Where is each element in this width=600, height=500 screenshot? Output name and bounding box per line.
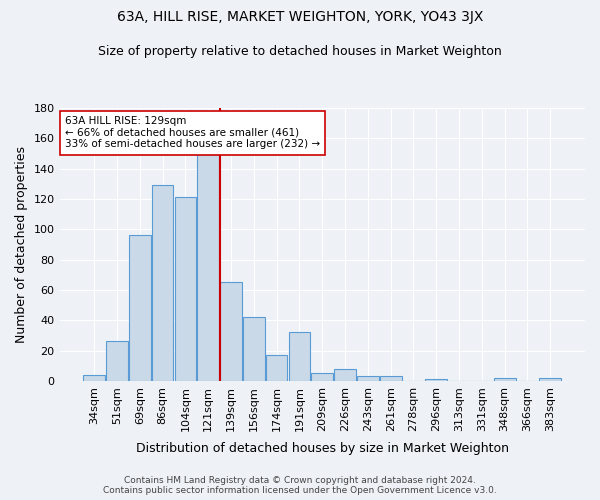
Bar <box>539 378 561 381</box>
Bar <box>129 236 151 381</box>
Text: 63A, HILL RISE, MARKET WEIGHTON, YORK, YO43 3JX: 63A, HILL RISE, MARKET WEIGHTON, YORK, Y… <box>117 10 483 24</box>
Bar <box>197 154 219 381</box>
Bar <box>311 374 333 381</box>
X-axis label: Distribution of detached houses by size in Market Weighton: Distribution of detached houses by size … <box>136 442 509 455</box>
Y-axis label: Number of detached properties: Number of detached properties <box>15 146 28 343</box>
Text: Size of property relative to detached houses in Market Weighton: Size of property relative to detached ho… <box>98 45 502 58</box>
Bar <box>243 317 265 381</box>
Bar <box>266 355 287 381</box>
Text: 63A HILL RISE: 129sqm
← 66% of detached houses are smaller (461)
33% of semi-det: 63A HILL RISE: 129sqm ← 66% of detached … <box>65 116 320 150</box>
Bar <box>106 342 128 381</box>
Bar <box>220 282 242 381</box>
Bar <box>357 376 379 381</box>
Bar <box>289 332 310 381</box>
Text: Contains HM Land Registry data © Crown copyright and database right 2024.
Contai: Contains HM Land Registry data © Crown c… <box>103 476 497 495</box>
Bar <box>175 198 196 381</box>
Bar <box>152 186 173 381</box>
Bar <box>334 369 356 381</box>
Bar <box>83 375 105 381</box>
Bar <box>380 376 401 381</box>
Bar <box>425 380 447 381</box>
Bar <box>494 378 515 381</box>
